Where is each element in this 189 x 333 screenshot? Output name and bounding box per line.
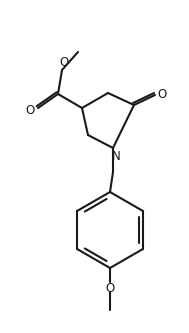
Text: O: O [59, 57, 69, 70]
Text: O: O [25, 104, 35, 117]
Text: O: O [105, 281, 115, 294]
Text: O: O [157, 88, 167, 101]
Text: N: N [112, 151, 120, 164]
